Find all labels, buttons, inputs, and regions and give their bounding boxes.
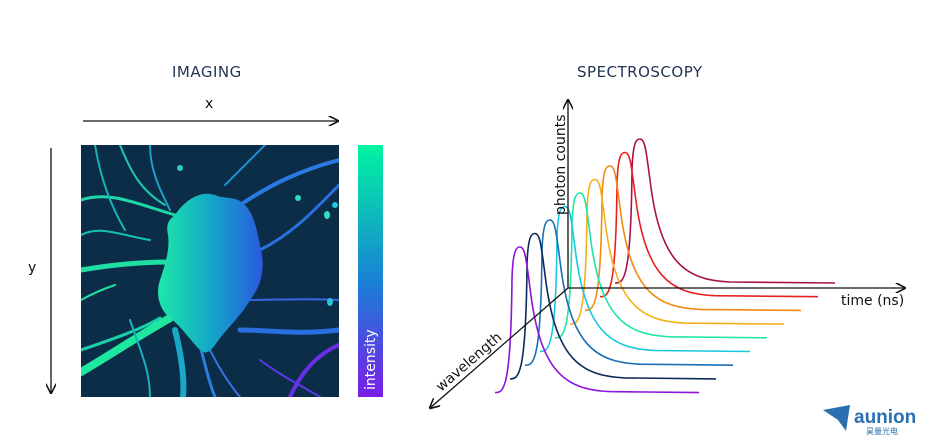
spectrum-curve [569, 178, 785, 325]
colorbar-label: intensity [363, 329, 379, 390]
logo-name: aunion [854, 407, 916, 428]
spectrum-curve [494, 246, 700, 394]
spectrum-curve [584, 165, 802, 312]
imaging-title: IMAGING [172, 63, 242, 81]
wavelength-axis-arrow [430, 287, 569, 408]
aunion-logo: aunion 昊量光电 [823, 405, 916, 436]
spectrum-curve [614, 138, 836, 284]
spectrum-curve [599, 151, 819, 298]
y-axis-label: y [28, 260, 36, 276]
neuron-image [81, 145, 339, 397]
spectrum-curve [554, 192, 768, 339]
logo-subtitle: 昊量光电 [866, 426, 898, 436]
photon-counts-axis-label: photon counts [553, 115, 569, 216]
neuron-cell-body [158, 193, 263, 353]
time-axis-label: time (ns) [841, 293, 904, 309]
wavelength-axis-label: wavelength [433, 329, 505, 395]
spectrum-curve [509, 232, 717, 380]
spectroscopy-title: SPECTROSCOPY [577, 63, 703, 81]
logo-mark-icon [823, 405, 850, 431]
intensity-colorbar [358, 145, 383, 397]
spectrum-curve [539, 205, 751, 353]
spectrum-curve [524, 219, 734, 366]
spectra-group [494, 138, 836, 394]
x-axis-label: x [205, 96, 213, 112]
